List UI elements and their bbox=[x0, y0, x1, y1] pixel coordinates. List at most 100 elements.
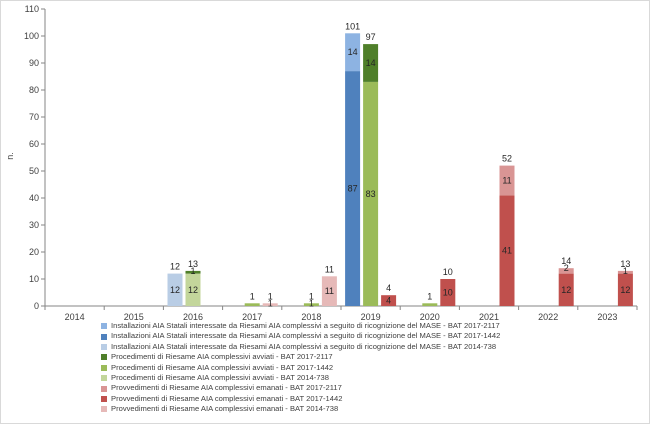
bar-segment bbox=[617, 270, 633, 274]
bar-total-label: 4 bbox=[386, 283, 391, 293]
legend-label: Provvedimenti di Riesame AIA complessivi… bbox=[111, 393, 343, 403]
bar-total-label: 1 bbox=[309, 291, 314, 301]
bar-total-label: 1 bbox=[427, 291, 432, 301]
bar-segment bbox=[363, 44, 379, 82]
legend-item: Installazioni AIA Statali interessate da… bbox=[101, 321, 500, 331]
bar-data-label: 11 bbox=[325, 286, 334, 296]
x-tick-label: 2018 bbox=[301, 312, 321, 322]
bar-data-label: 87 bbox=[348, 184, 358, 194]
legend-item: Procedimenti di Riesame AIA complessivi … bbox=[101, 352, 500, 362]
y-tick-label: 30 bbox=[29, 220, 39, 230]
x-tick-label: 2021 bbox=[479, 312, 499, 322]
legend-item: Installazioni AIA Statali interessate da… bbox=[101, 342, 500, 352]
x-tick-label: 2016 bbox=[183, 312, 203, 322]
bar-data-label: 12 bbox=[170, 285, 180, 295]
bar-segment bbox=[345, 33, 361, 72]
legend-label: Provvedimenti di Riesame AIA complessivi… bbox=[111, 404, 339, 414]
legend-swatch bbox=[101, 406, 107, 413]
bar-segment bbox=[499, 165, 515, 196]
legend: Installazioni AIA Statali interessate da… bbox=[101, 321, 500, 415]
y-tick-label: 110 bbox=[25, 4, 39, 14]
x-tick-label: 2022 bbox=[538, 312, 558, 322]
legend-swatch bbox=[101, 354, 107, 361]
legend-label: Procedimenti di Riesame AIA complessivi … bbox=[111, 373, 329, 383]
legend-label: Installazioni AIA Statali interessate da… bbox=[111, 341, 497, 351]
y-axis-label: n. bbox=[5, 152, 15, 160]
bar-segment bbox=[440, 279, 456, 306]
x-tick-label: 2014 bbox=[65, 312, 85, 322]
legend-item: Procedimenti di Riesame AIA complessivi … bbox=[101, 363, 500, 373]
bar-data-label: 11 bbox=[502, 175, 511, 185]
bar-segment bbox=[244, 303, 260, 306]
legend-swatch bbox=[101, 333, 107, 340]
bar-segment bbox=[185, 270, 201, 274]
bar-total-label: 13 bbox=[620, 259, 630, 269]
bar-data-label: 14 bbox=[366, 58, 376, 68]
bar-total-label: 13 bbox=[188, 259, 198, 269]
bar-data-label: 1 bbox=[623, 266, 628, 276]
y-tick-label: 70 bbox=[29, 112, 39, 122]
bar-total-label: 101 bbox=[345, 21, 360, 31]
bar-total-label: 14 bbox=[561, 256, 571, 266]
bar-data-label: 10 bbox=[443, 288, 453, 298]
legend-item: Provvedimenti di Riesame AIA complessivi… bbox=[101, 404, 500, 414]
x-tick-label: 2020 bbox=[420, 312, 440, 322]
legend-label: Installazioni AIA Statali interessate da… bbox=[111, 321, 500, 330]
bar-total-label: 11 bbox=[325, 264, 334, 274]
bar-data-label: 14 bbox=[348, 47, 358, 57]
bar-total-label: 1 bbox=[268, 291, 273, 301]
bar-data-label: 2 bbox=[564, 263, 569, 273]
x-tick-label: 2023 bbox=[597, 312, 617, 322]
legend-swatch bbox=[101, 385, 107, 392]
bar-segment bbox=[558, 273, 574, 306]
bar-data-label: 1 bbox=[309, 298, 314, 308]
y-tick-label: 60 bbox=[29, 139, 39, 149]
bar-total-label: 10 bbox=[443, 267, 453, 277]
bar-segment bbox=[363, 81, 379, 307]
legend-swatch bbox=[101, 396, 107, 403]
bar-segment bbox=[321, 276, 337, 306]
bar-segment bbox=[558, 268, 574, 274]
bar-data-label: 83 bbox=[366, 189, 376, 199]
y-tick-label: 100 bbox=[24, 31, 39, 41]
bar-segment bbox=[262, 303, 278, 306]
y-tick-label: 10 bbox=[29, 274, 39, 284]
legend-label: Provvedimenti di Riesame AIA complessivi… bbox=[111, 383, 342, 393]
bar-data-label: 41 bbox=[502, 246, 512, 256]
bar-data-label: 4 bbox=[386, 296, 391, 306]
y-tick-label: 20 bbox=[29, 247, 39, 257]
bar-segment bbox=[345, 71, 361, 306]
bar-segment bbox=[185, 273, 201, 306]
x-tick-label: 2015 bbox=[124, 312, 144, 322]
legend-label: Installazioni AIA Statali interessate da… bbox=[111, 331, 501, 341]
y-tick-label: 90 bbox=[29, 58, 39, 68]
legend-swatch bbox=[101, 364, 107, 371]
bar-total-label: 1 bbox=[250, 291, 255, 301]
legend-label: Procedimenti di Riesame AIA complessivi … bbox=[111, 362, 334, 372]
legend-item: Procedimenti di Riesame AIA complessivi … bbox=[101, 373, 500, 383]
bar-data-label: 12 bbox=[620, 285, 630, 295]
bar-total-label: 12 bbox=[170, 262, 180, 272]
bar-data-label: 12 bbox=[561, 285, 571, 295]
legend-label: Procedimenti di Riesame AIA complessivi … bbox=[111, 352, 333, 362]
bar-segment bbox=[499, 195, 515, 306]
x-tick-label: 2017 bbox=[242, 312, 262, 322]
bar-total-label: 52 bbox=[502, 154, 512, 164]
legend-item: Installazioni AIA Statali interessate da… bbox=[101, 331, 500, 341]
legend-swatch bbox=[101, 344, 107, 351]
bar-segment bbox=[381, 295, 397, 306]
bar-data-label: 12 bbox=[188, 285, 198, 295]
bar-segment bbox=[167, 273, 183, 306]
bar-data-label: 1 bbox=[268, 298, 273, 308]
legend-swatch bbox=[101, 323, 107, 330]
y-tick-label: 80 bbox=[29, 85, 39, 95]
x-tick-label: 2019 bbox=[361, 312, 381, 322]
bar-segment bbox=[303, 303, 319, 306]
y-tick-label: 40 bbox=[29, 193, 39, 203]
y-tick-label: 50 bbox=[29, 166, 39, 176]
legend-item: Provvedimenti di Riesame AIA complessivi… bbox=[101, 383, 500, 393]
legend-swatch bbox=[101, 375, 107, 382]
bar-segment bbox=[422, 303, 438, 306]
